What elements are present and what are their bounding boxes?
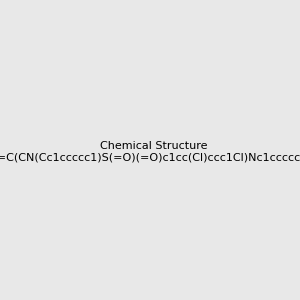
Text: Chemical Structure
O=C(CN(Cc1ccccc1)S(=O)(=O)c1cc(Cl)ccc1Cl)Nc1ccccc1Cl: Chemical Structure O=C(CN(Cc1ccccc1)S(=O… xyxy=(0,141,300,162)
